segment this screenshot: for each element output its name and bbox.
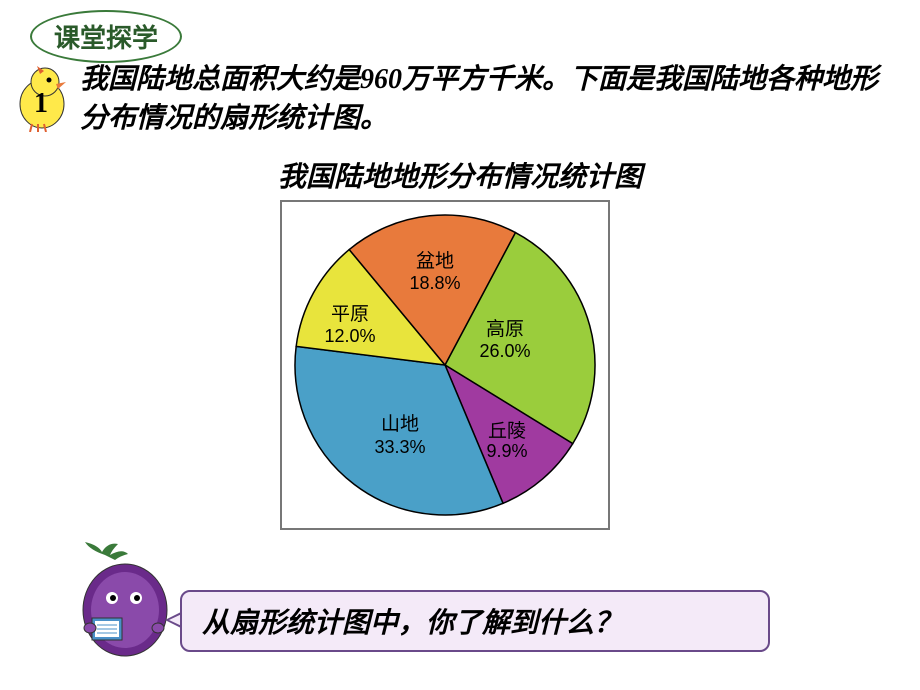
eggplant-icon [70,540,180,660]
slice-percent: 9.9% [486,441,527,461]
slice-label: 山地 [381,413,419,435]
pie-chart: 高原26.0% 丘陵9.9% 山地33.3% 平原12.0% 盆地18.8% [285,205,605,525]
slice-percent: 26.0% [479,341,530,361]
slice-percent: 18.8% [409,273,460,293]
slice-label: 丘陵 [488,420,526,442]
speech-text: 从扇形统计图中，你了解到什么？ [202,601,622,641]
chart-title: 我国陆地地形分布情况统计图 [0,155,920,195]
speech-bubble: 从扇形统计图中，你了解到什么？ [180,590,770,652]
slice-label: 盆地 [416,250,454,272]
question-number: 1 [34,88,48,120]
slice-percent: 12.0% [324,326,375,346]
slice-label: 平原 [331,304,369,325]
slice-label: 高原 [486,318,524,340]
section-badge: 课堂探学 [30,10,182,63]
slice-percent: 33.3% [374,437,425,457]
problem-text: 我国陆地总面积大约是960万平方千米。下面是我国陆地各种地形分布情况的扇形统计图… [80,60,900,138]
pie-chart-container: 高原26.0% 丘陵9.9% 山地33.3% 平原12.0% 盆地18.8% [280,200,610,530]
